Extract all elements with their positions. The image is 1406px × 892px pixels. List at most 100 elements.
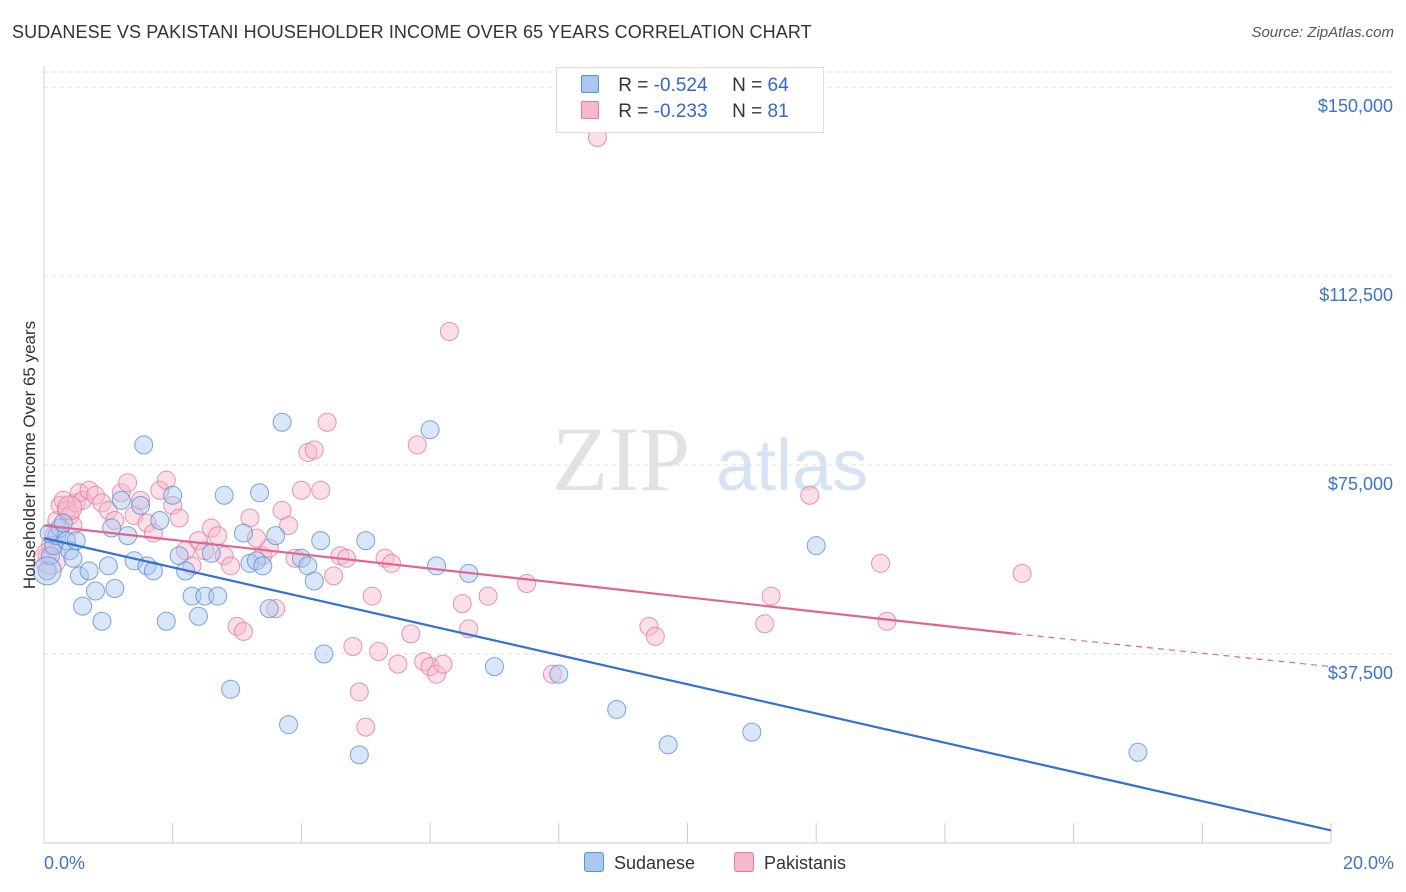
pakistani-point (92, 493, 112, 513)
sudanese-point (201, 543, 221, 563)
sudanese-swatch (581, 75, 599, 93)
pakistani-point (871, 553, 891, 573)
sudanese-point (79, 561, 99, 581)
pakistani-trend-line (43, 524, 1016, 635)
sudanese-point (549, 664, 569, 684)
pakistani-point (452, 594, 472, 614)
sudanese-point (150, 510, 170, 530)
sudanese-point (420, 420, 440, 440)
y-axis-label: Householder Income Over 65 years (20, 320, 39, 590)
legend-r-value: -0.233 (653, 101, 708, 122)
y-tick-label: $150,000 (1318, 96, 1393, 116)
legend-r-value: -0.524 (653, 75, 708, 96)
watermark-atlas: atlas (716, 426, 868, 506)
pakistani-point (227, 616, 247, 636)
series-sudanese-points (32, 412, 1148, 765)
sudanese-point (349, 745, 369, 765)
legend-r-label: R = (618, 75, 649, 96)
legend-row-pakistanis: R = -0.233 N = 81 (581, 101, 789, 127)
pakistani-point (259, 538, 279, 558)
sudanese-point (250, 483, 270, 503)
pakistani-point (362, 586, 382, 606)
x-tick-label: 20.0% (1343, 853, 1394, 873)
pakistani-point (407, 435, 427, 455)
sudanese-point (356, 531, 376, 551)
pakistani-point (85, 485, 105, 505)
pakistani-point (439, 322, 459, 342)
pakistani-point (246, 528, 266, 548)
legend-n-value: 81 (767, 101, 789, 122)
pakistani-point (317, 412, 337, 432)
pakistani-point (201, 518, 221, 538)
pakistani-swatch (581, 101, 599, 119)
pakistani-point (279, 516, 299, 536)
pakistani-trend-extension (1015, 633, 1332, 668)
pakistani-point (542, 664, 562, 684)
pakistani-swatch (734, 852, 754, 872)
sudanese-point (427, 556, 447, 576)
sudanese-point (607, 699, 627, 719)
sudanese-point (195, 586, 215, 606)
pakistani-point (169, 508, 189, 528)
pakistani-point (401, 624, 421, 644)
sudanese-point (266, 526, 286, 546)
sudanese-point (32, 556, 62, 586)
sudanese-point (111, 490, 131, 510)
pakistani-point (233, 621, 253, 641)
legend-row-sudanese: R = -0.524 N = 64 (581, 75, 789, 101)
pakistani-point (639, 616, 659, 636)
sudanese-point (1128, 742, 1148, 762)
bottom-legend-sudanese: Sudanese (584, 852, 695, 874)
pakistani-point (150, 480, 170, 500)
correlation-legend: R = -0.524 N = 64 R = -0.233 N = 81 (556, 67, 824, 133)
sudanese-point (40, 546, 60, 566)
pakistani-point (221, 556, 241, 576)
pakistani-point (761, 586, 781, 606)
watermark: ZIP atlas (552, 408, 868, 510)
sudanese-point (742, 722, 762, 742)
sudanese-point (182, 586, 202, 606)
sudanese-point (221, 679, 241, 699)
sudanese-point (92, 611, 112, 631)
pakistani-point (517, 573, 537, 593)
sudanese-point (131, 495, 151, 515)
sudanese-point (98, 556, 118, 576)
bottom-legend-pakistanis: Pakistanis (734, 852, 846, 874)
y-tick-label: $75,000 (1328, 474, 1393, 494)
pakistani-point (1012, 563, 1032, 583)
pakistani-point (163, 495, 183, 515)
sudanese-point (37, 561, 57, 581)
sudanese-point (246, 551, 266, 571)
sudanese-point (208, 586, 228, 606)
pakistani-point (73, 490, 93, 510)
axes (43, 66, 1332, 844)
y-tick-label: $37,500 (1328, 663, 1393, 683)
pakistani-point (291, 480, 311, 500)
pakistani-point (755, 614, 775, 634)
trend-lines (43, 524, 1332, 832)
pakistani-point (478, 586, 498, 606)
sudanese-point (105, 579, 125, 599)
bottom-legend-pakistanis-label: Pakistanis (764, 853, 847, 873)
pakistani-point (324, 566, 344, 586)
legend-r-label: R = (618, 101, 649, 122)
sudanese-point (60, 541, 80, 561)
pakistani-point (369, 642, 389, 662)
watermark-zip: ZIP (552, 408, 690, 510)
sudanese-point (73, 596, 93, 616)
pakistani-point (800, 485, 820, 505)
legend-n-label: N = (732, 75, 763, 96)
sudanese-swatch (584, 852, 604, 872)
legend-n-value: 64 (767, 75, 789, 96)
sudanese-point (279, 715, 299, 735)
sudanese-point (311, 531, 331, 551)
sudanese-point (259, 599, 279, 619)
y-tick-label: $112,500 (1319, 285, 1393, 305)
source-credit: Source: ZipAtlas.com (1251, 24, 1394, 41)
legend-n-label: N = (732, 101, 763, 122)
pakistani-point (356, 717, 376, 737)
pakistani-point (131, 490, 151, 510)
sudanese-point (188, 606, 208, 626)
pakistani-point (427, 664, 447, 684)
